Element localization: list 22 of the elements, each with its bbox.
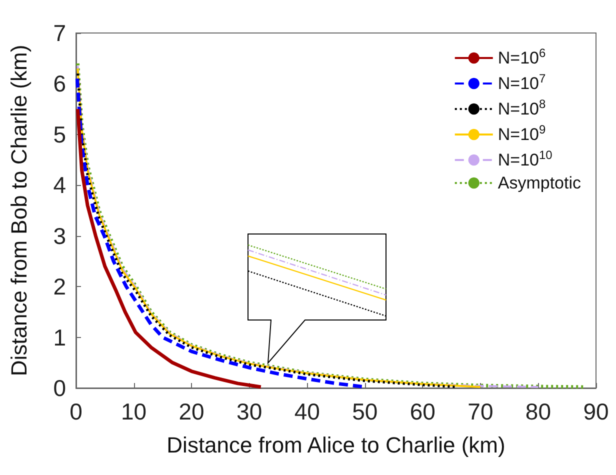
x-tick-label: 30 <box>236 398 262 424</box>
x-tick-label: 0 <box>70 398 82 424</box>
line-series <box>76 107 263 389</box>
y-axis-title: Distance from Bob to Charlie (km) <box>6 44 32 376</box>
x-tick-label: 70 <box>468 398 494 424</box>
y-tick-label: 2 <box>53 274 66 300</box>
y-tick-label: 7 <box>53 20 66 46</box>
y-tick-label: 0 <box>53 375 66 401</box>
legend-label: Asymptotic <box>498 174 582 192</box>
x-tick-label: 40 <box>294 398 320 424</box>
y-tick-label: 6 <box>53 70 66 97</box>
y-tick-label: 5 <box>53 121 66 148</box>
y-tick-label: 3 <box>53 222 66 249</box>
x-tick-label: 80 <box>525 398 552 424</box>
y-tick-label: 4 <box>53 172 66 198</box>
x-tick-label: 20 <box>178 398 204 424</box>
x-tick-label: 90 <box>583 398 609 424</box>
x-tick-label: 10 <box>120 398 147 424</box>
x-tick-label: 60 <box>410 398 436 424</box>
y-tick-label: 1 <box>53 324 66 350</box>
x-tick-label: 50 <box>352 398 378 424</box>
x-axis-title: Distance from Alice to Charlie (km) <box>166 432 506 458</box>
